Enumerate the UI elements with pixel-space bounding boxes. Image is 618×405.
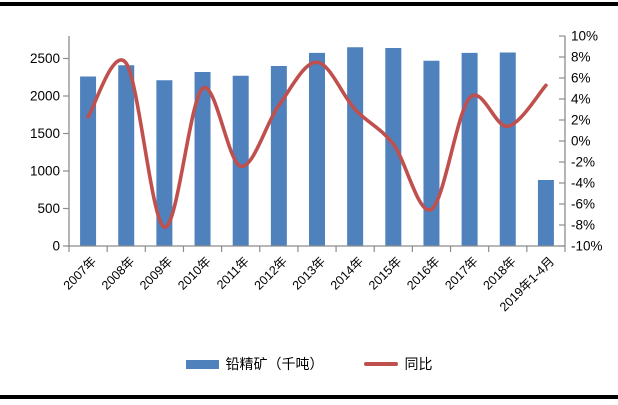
x-axis-category-label: 2014年 bbox=[328, 254, 366, 292]
right-axis-tick-label: 10% bbox=[571, 29, 598, 44]
x-axis-category-label: 2012年 bbox=[252, 254, 290, 292]
right-axis-tick-label: 6% bbox=[571, 71, 591, 86]
bar-2017年 bbox=[461, 52, 478, 246]
x-axis-category-label: 2015年 bbox=[366, 254, 404, 292]
legend-item-yoy: 同比 bbox=[363, 354, 433, 374]
right-axis-tick-label: 8% bbox=[571, 50, 591, 65]
left-axis-tick-label: 1000 bbox=[30, 164, 60, 179]
bar-2008年 bbox=[118, 65, 135, 246]
right-axis-tick-label: -6% bbox=[571, 197, 595, 212]
legend-line-swatch-icon bbox=[363, 362, 398, 366]
x-axis-category-label: 2008年 bbox=[99, 254, 137, 292]
legend-bar-swatch-icon bbox=[185, 359, 219, 369]
bar-2012年 bbox=[270, 66, 287, 246]
right-axis-tick-label: -2% bbox=[571, 155, 595, 170]
x-axis-category-label: 2017年 bbox=[442, 254, 480, 292]
right-axis-tick-label: -10% bbox=[571, 239, 603, 254]
chart-legend: 铅精矿（千吨） 同比 bbox=[0, 352, 618, 376]
bar-2018年 bbox=[499, 52, 516, 246]
bar-2009年 bbox=[156, 80, 173, 246]
x-axis-category-label: 2007年 bbox=[61, 254, 99, 292]
right-axis-tick-label: 4% bbox=[571, 92, 591, 107]
bottom-horizontal-rule bbox=[0, 395, 618, 399]
top-horizontal-rule bbox=[0, 2, 618, 6]
x-axis-category-label: 2016年 bbox=[404, 254, 442, 292]
bar-2016年 bbox=[423, 60, 440, 246]
bar-2014年 bbox=[347, 47, 364, 246]
x-axis-category-label: 2009年 bbox=[137, 254, 175, 292]
right-axis-tick-label: -4% bbox=[571, 176, 595, 191]
left-axis-tick-label: 1500 bbox=[30, 126, 60, 141]
left-axis-tick-label: 2500 bbox=[30, 51, 60, 66]
bar-2019年1-4月 bbox=[537, 180, 554, 246]
x-axis-category-label: 2011年 bbox=[214, 254, 252, 292]
yoy-line bbox=[86, 58, 548, 229]
chart-canvas: 0 500 1000 1500 2000 2500 -10% -8% -6% -4% -2% 0% 2%… bbox=[30, 29, 603, 315]
bar-2010年 bbox=[194, 72, 211, 246]
legend-item-lead-concentrate: 铅精矿（千吨） bbox=[185, 354, 324, 374]
right-axis-tick-label: -8% bbox=[571, 218, 595, 233]
bar-2007年 bbox=[80, 76, 97, 246]
bar-2011年 bbox=[232, 75, 249, 246]
bar-2013年 bbox=[309, 52, 325, 246]
x-axis-category-label: 2013年 bbox=[290, 254, 328, 292]
legend-label-lead-concentrate: 铅精矿（千吨） bbox=[225, 356, 324, 372]
right-axis-tick-label: 2% bbox=[571, 113, 591, 128]
left-axis-tick-label: 500 bbox=[37, 201, 60, 216]
left-axis-tick-label: 0 bbox=[52, 239, 60, 254]
left-axis-tick-label: 2000 bbox=[30, 89, 60, 104]
x-axis-category-label: 2010年 bbox=[175, 254, 213, 292]
legend-label-yoy: 同比 bbox=[404, 356, 433, 372]
right-axis-tick-label: 0% bbox=[571, 134, 591, 149]
